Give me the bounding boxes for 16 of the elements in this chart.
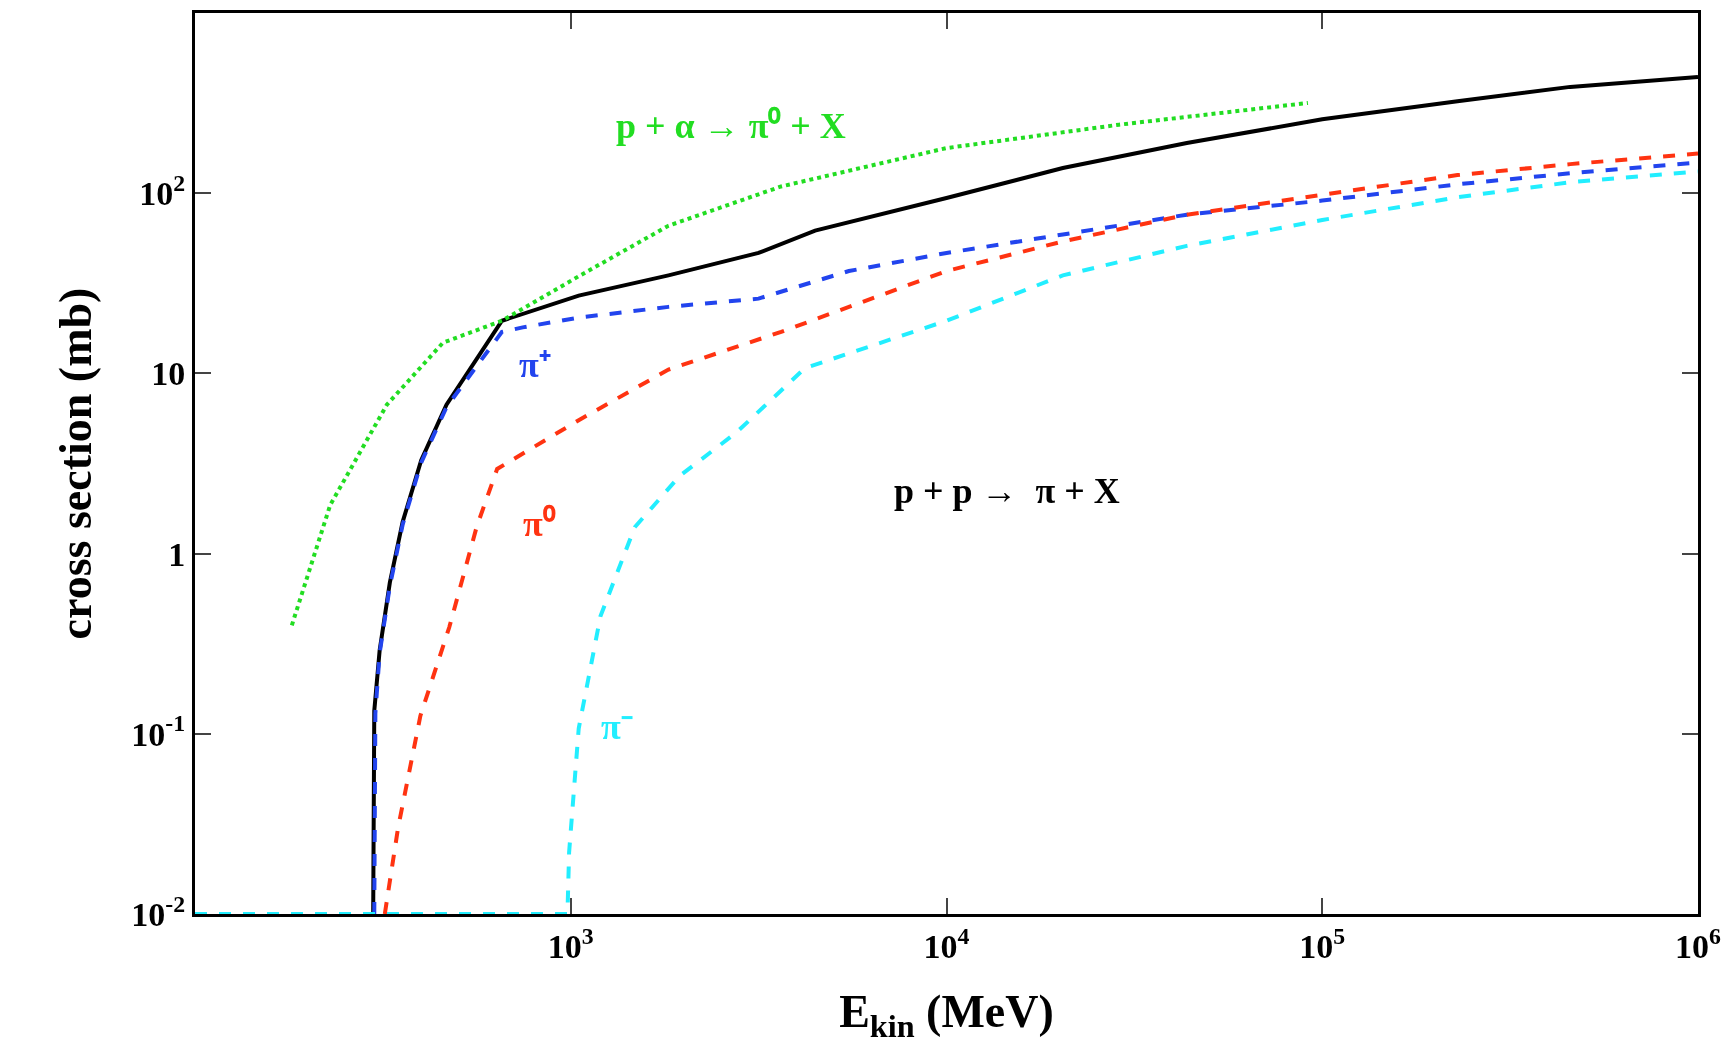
y-tick-label: 10$^{-1}$	[131, 710, 186, 753]
series-label: p + α → π⁰ + X	[616, 106, 846, 146]
y-axis-title: cross section (mb)	[50, 287, 101, 640]
x-tick-label: 10$^{6}$	[1675, 922, 1722, 965]
x-axis-title: E$_{kin}$ (MeV)	[839, 986, 1054, 1044]
y-tick-label: 1	[168, 535, 186, 573]
y-tick-label: 10	[151, 355, 186, 393]
annotation: p + p → π + X	[894, 471, 1120, 511]
y-tick-label: 10$^{-2}$	[131, 890, 186, 933]
x-tick-label: 10$^{4}$	[923, 922, 970, 965]
series-label: π⁰	[523, 504, 556, 544]
series-label: π⁻	[601, 707, 633, 747]
x-tick-label: 10$^{3}$	[547, 922, 594, 965]
x-tick-label: 10$^{5}$	[1299, 922, 1346, 965]
y-tick-label: 10$^{2}$	[139, 169, 186, 213]
series-label: π⁺	[519, 345, 551, 385]
